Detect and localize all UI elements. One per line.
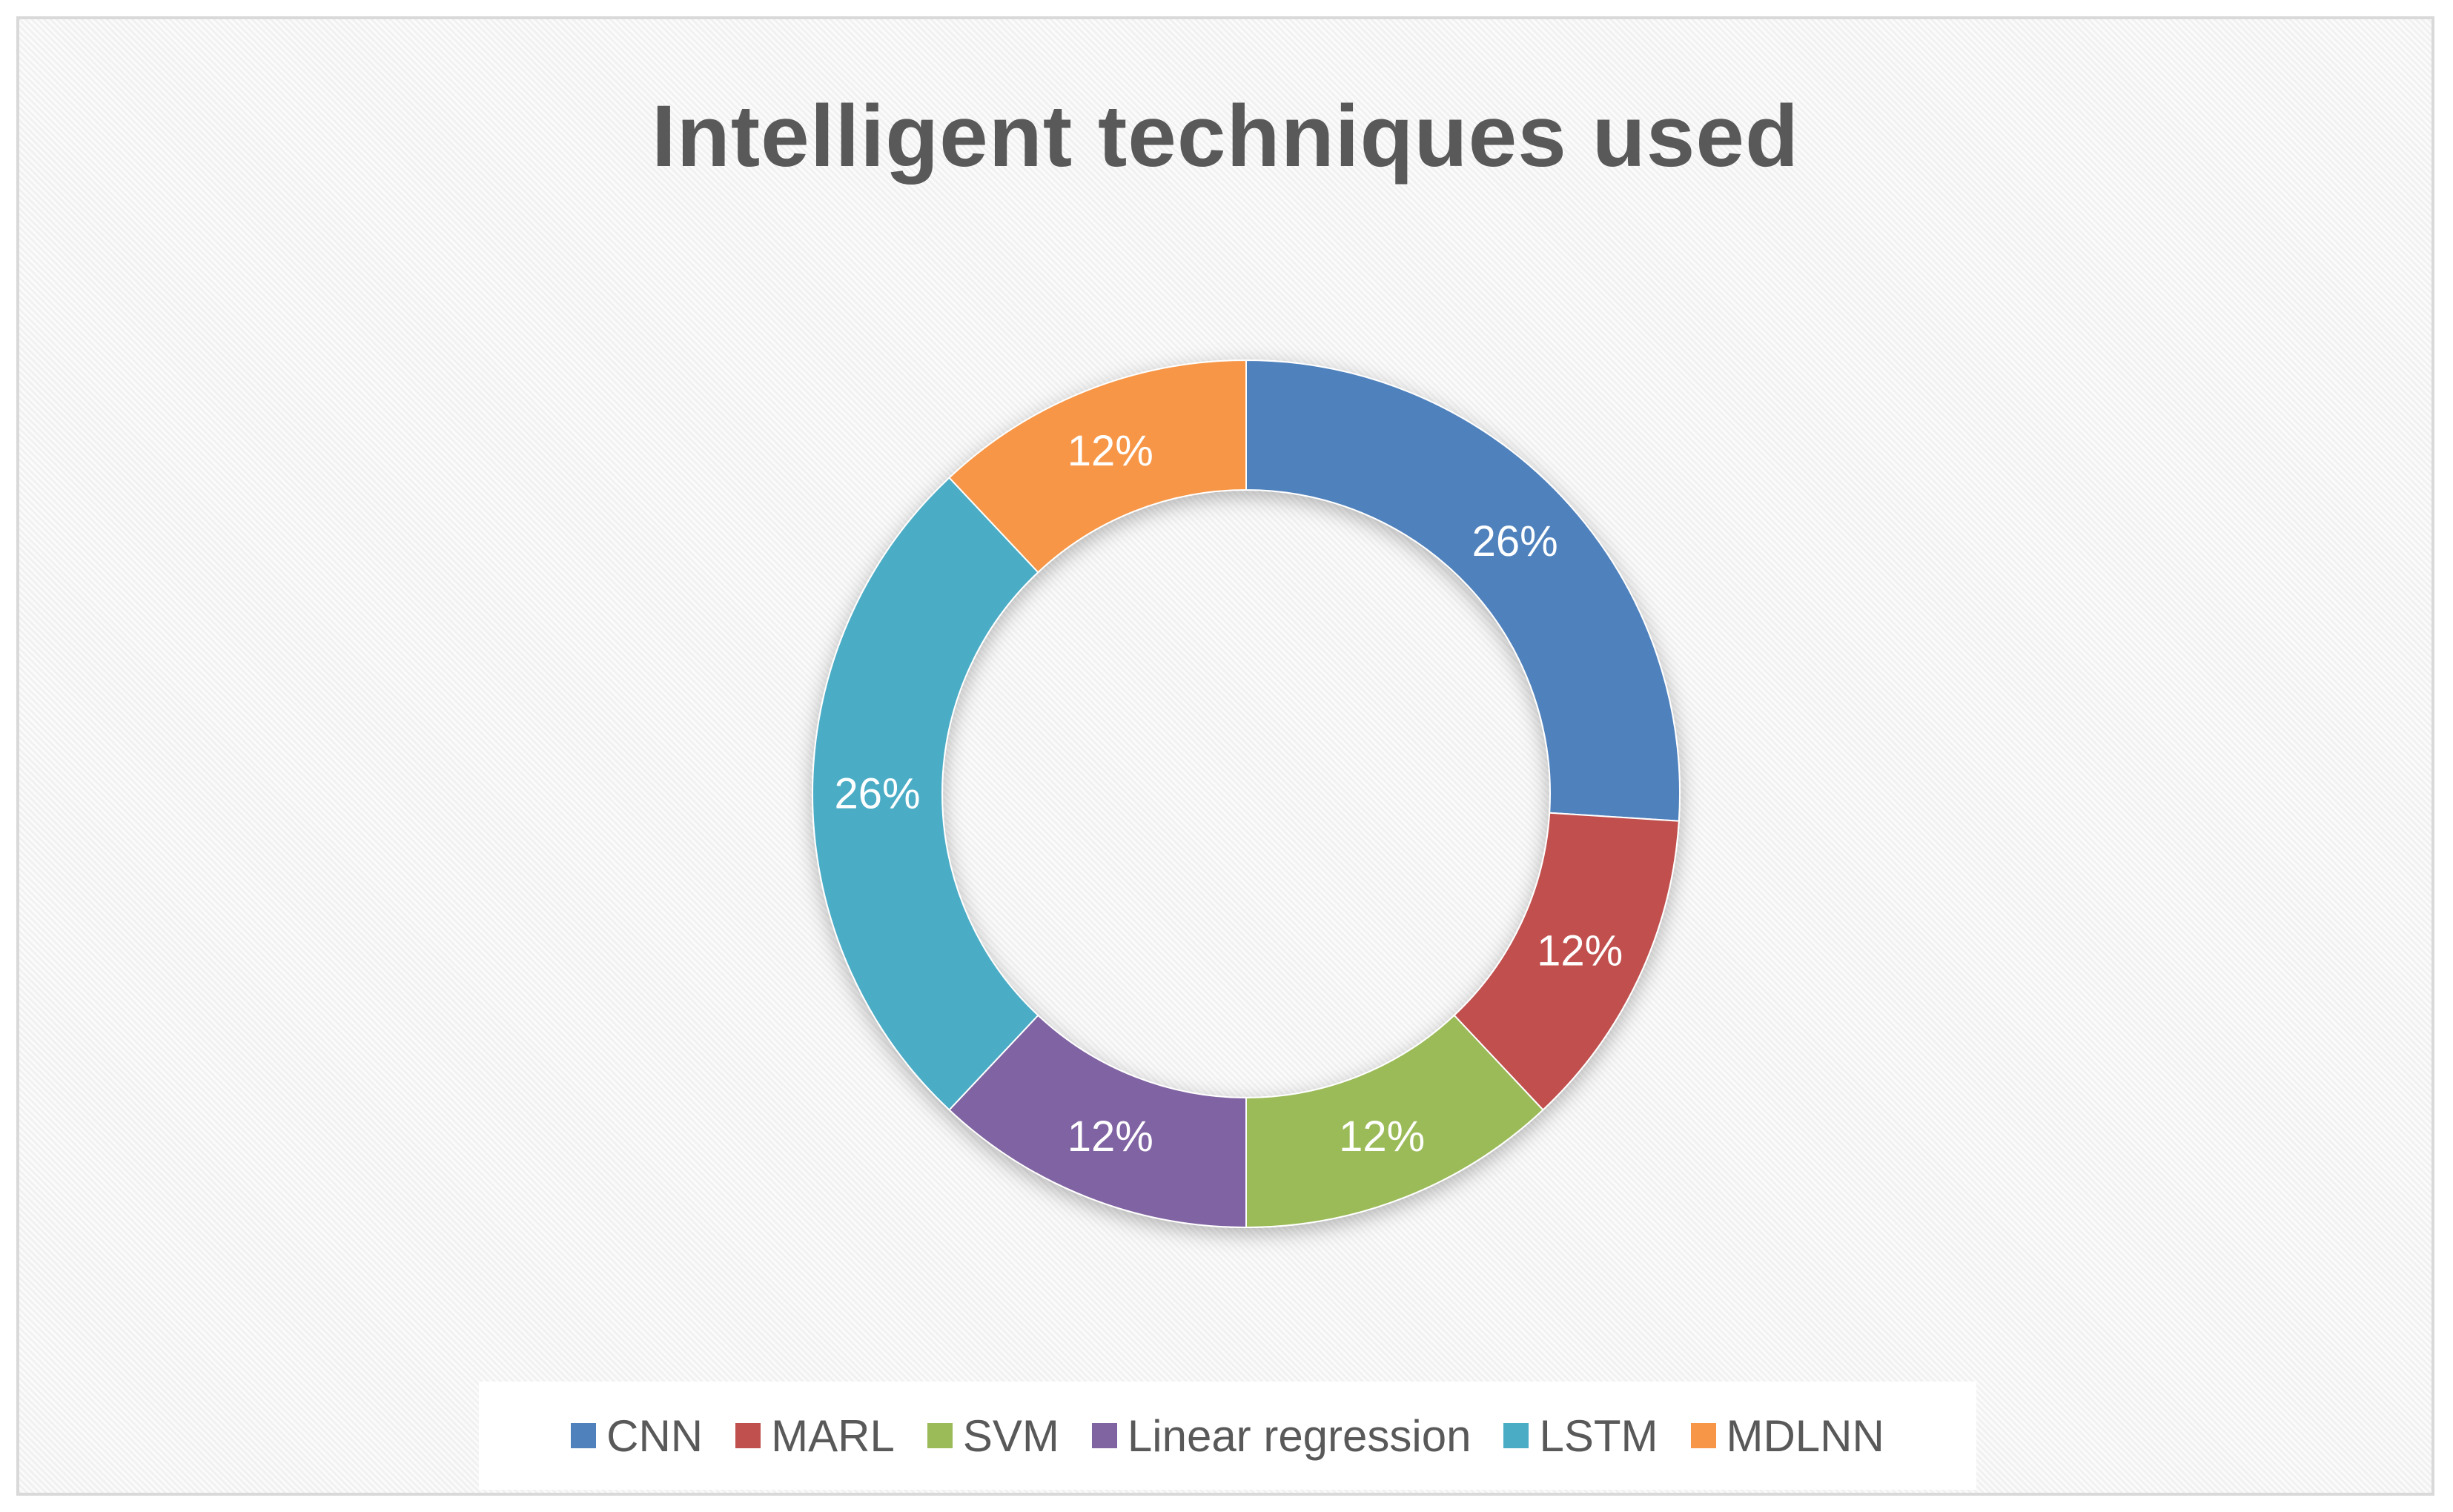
legend-label: MDLNN	[1726, 1410, 1884, 1461]
legend-item-svm: SVM	[927, 1410, 1059, 1462]
legend-label: Linear regression	[1127, 1410, 1472, 1461]
data-label-marl: 12%	[1537, 926, 1623, 975]
legend-item-marl: MARL	[735, 1410, 895, 1462]
legend-swatch	[735, 1423, 761, 1448]
legend: CNN MARL SVM Linear regression LSTM MDLNN	[479, 1382, 1976, 1490]
data-label-mdlnn: 12%	[1067, 427, 1153, 475]
donut-slice-lstm	[811, 477, 1039, 1111]
donut-slice-cnn	[1245, 359, 1681, 822]
donut-chart: 26% 12% 12% 12% 26% 12%	[811, 359, 1681, 1229]
chart-title: Intelligent techniques used	[651, 87, 1800, 185]
legend-swatch	[1091, 1423, 1117, 1448]
data-label-linear-regression: 12%	[1067, 1113, 1153, 1161]
chart-area: Intelligent techniques used 26% 12% 12% 12%…	[16, 16, 2434, 1496]
legend-item-mdlnn: MDLNN	[1690, 1410, 1884, 1462]
legend-swatch	[1690, 1423, 1716, 1448]
data-label-cnn: 26%	[1472, 517, 1558, 566]
legend-swatch	[927, 1423, 953, 1448]
legend-label: CNN	[606, 1410, 704, 1461]
legend-item-cnn: CNN	[571, 1410, 703, 1462]
legend-label: LSTM	[1539, 1410, 1658, 1461]
legend-label: SVM	[962, 1410, 1059, 1461]
donut-slice-mdlnn	[948, 359, 1247, 574]
legend-item-linear-regression: Linear regression	[1091, 1410, 1472, 1462]
data-label-svm: 12%	[1339, 1113, 1425, 1161]
legend-item-lstm: LSTM	[1503, 1410, 1658, 1462]
legend-label: MARL	[771, 1410, 895, 1461]
data-label-lstm: 26%	[834, 770, 920, 818]
legend-swatch	[1503, 1423, 1529, 1448]
legend-swatch	[571, 1423, 597, 1448]
